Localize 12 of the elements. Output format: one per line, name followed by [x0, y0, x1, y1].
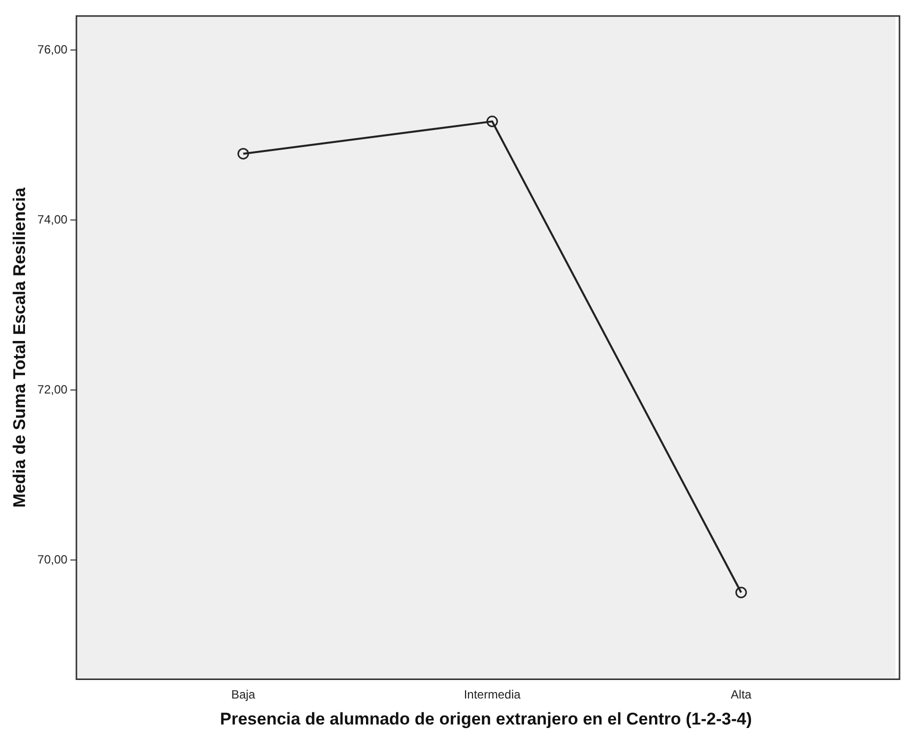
- y-tick-label: 72,00: [37, 382, 68, 396]
- y-tick-label: 76,00: [37, 42, 68, 56]
- x-tick-label: Alta: [730, 688, 752, 702]
- point: [237, 148, 249, 160]
- x-axis-title: Presencia de alumnado de origen extranjero en el Centro (1-2-3-4): [220, 709, 752, 728]
- point: [735, 586, 747, 598]
- point: [486, 116, 498, 128]
- y-tick-label: 74,00: [37, 212, 68, 226]
- x-tick-label: Baja: [231, 688, 256, 702]
- y-axis-title: Media de Suma Total Escala Resiliencia: [10, 187, 29, 508]
- y-tick-label: 70,00: [37, 552, 68, 566]
- x-tick-label: Intermedia: [464, 688, 521, 702]
